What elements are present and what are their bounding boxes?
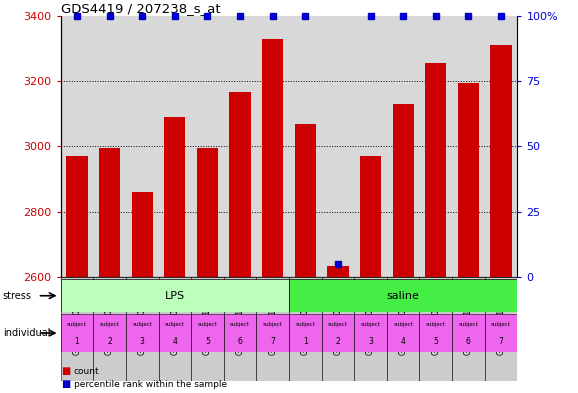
- Bar: [224, 314, 257, 352]
- Text: GSM1004114: GSM1004114: [268, 304, 277, 354]
- Text: 1: 1: [75, 337, 79, 346]
- Text: GSM1004108: GSM1004108: [171, 304, 179, 354]
- Bar: [387, 277, 420, 381]
- Text: 3: 3: [368, 337, 373, 346]
- Bar: [360, 156, 381, 393]
- Bar: [158, 277, 191, 381]
- Text: subject: subject: [458, 322, 479, 327]
- Text: saline: saline: [387, 291, 420, 301]
- Bar: [327, 266, 349, 393]
- Bar: [392, 104, 414, 393]
- Text: subject: subject: [361, 322, 380, 327]
- Text: GSM1004109: GSM1004109: [431, 303, 440, 355]
- Bar: [61, 279, 289, 312]
- Bar: [485, 314, 517, 352]
- Text: 5: 5: [205, 337, 210, 346]
- Text: subject: subject: [295, 322, 315, 327]
- Text: 2: 2: [108, 337, 112, 346]
- Text: GSM1004104: GSM1004104: [105, 303, 114, 355]
- Bar: [420, 277, 452, 381]
- Bar: [289, 314, 321, 352]
- Bar: [257, 314, 289, 352]
- Text: subject: subject: [426, 322, 446, 327]
- Bar: [229, 92, 251, 393]
- Text: 7: 7: [499, 337, 503, 346]
- Bar: [66, 156, 88, 393]
- Text: subject: subject: [132, 322, 152, 327]
- Text: GSM1004111: GSM1004111: [464, 304, 473, 354]
- Text: subject: subject: [393, 322, 413, 327]
- Bar: [490, 45, 512, 393]
- Text: 2: 2: [336, 337, 340, 346]
- Text: ■: ■: [61, 366, 70, 376]
- Bar: [132, 192, 153, 393]
- Text: subject: subject: [328, 322, 348, 327]
- Bar: [321, 314, 354, 352]
- Bar: [197, 148, 218, 393]
- Bar: [99, 148, 120, 393]
- Bar: [158, 314, 191, 352]
- Text: 6: 6: [466, 337, 471, 346]
- Bar: [295, 123, 316, 393]
- Bar: [321, 277, 354, 381]
- Bar: [289, 277, 321, 381]
- Text: GSM1004110: GSM1004110: [203, 304, 212, 354]
- Bar: [452, 277, 485, 381]
- Text: GDS4419 / 207238_s_at: GDS4419 / 207238_s_at: [61, 2, 220, 15]
- Text: GSM1004113: GSM1004113: [497, 304, 506, 354]
- Text: LPS: LPS: [165, 291, 185, 301]
- Bar: [289, 279, 517, 312]
- Bar: [191, 277, 224, 381]
- Bar: [191, 314, 224, 352]
- Text: subject: subject: [198, 322, 217, 327]
- Text: 5: 5: [434, 337, 438, 346]
- Text: GSM1004112: GSM1004112: [236, 304, 244, 354]
- Text: GSM1004101: GSM1004101: [301, 304, 310, 354]
- Bar: [425, 63, 446, 393]
- Bar: [93, 314, 126, 352]
- Text: individual: individual: [3, 328, 50, 338]
- Text: subject: subject: [230, 322, 250, 327]
- Bar: [61, 277, 93, 381]
- Text: GSM1004106: GSM1004106: [138, 303, 147, 355]
- Bar: [262, 39, 283, 393]
- Bar: [387, 314, 420, 352]
- Text: stress: stress: [3, 291, 32, 301]
- Text: count: count: [74, 367, 99, 376]
- Bar: [126, 314, 158, 352]
- Bar: [354, 314, 387, 352]
- Bar: [164, 117, 186, 393]
- Text: percentile rank within the sample: percentile rank within the sample: [74, 380, 227, 389]
- Text: 3: 3: [140, 337, 144, 346]
- Bar: [354, 277, 387, 381]
- Bar: [93, 277, 126, 381]
- Text: 4: 4: [401, 337, 406, 346]
- Bar: [61, 314, 93, 352]
- Bar: [224, 277, 257, 381]
- Text: subject: subject: [67, 322, 87, 327]
- Text: 4: 4: [172, 337, 177, 346]
- Bar: [485, 277, 517, 381]
- Text: GSM1004102: GSM1004102: [72, 304, 81, 354]
- Bar: [126, 277, 158, 381]
- Bar: [452, 314, 485, 352]
- Text: 7: 7: [271, 337, 275, 346]
- Text: 6: 6: [238, 337, 243, 346]
- Text: subject: subject: [263, 322, 283, 327]
- Text: GSM1004107: GSM1004107: [399, 303, 407, 355]
- Text: subject: subject: [165, 322, 185, 327]
- Bar: [458, 83, 479, 393]
- Text: GSM1004103: GSM1004103: [334, 303, 342, 355]
- Text: 1: 1: [303, 337, 307, 346]
- Bar: [420, 314, 452, 352]
- Text: subject: subject: [99, 322, 120, 327]
- Bar: [257, 277, 289, 381]
- Text: subject: subject: [491, 322, 511, 327]
- Text: ■: ■: [61, 379, 70, 389]
- Text: GSM1004105: GSM1004105: [366, 303, 375, 355]
